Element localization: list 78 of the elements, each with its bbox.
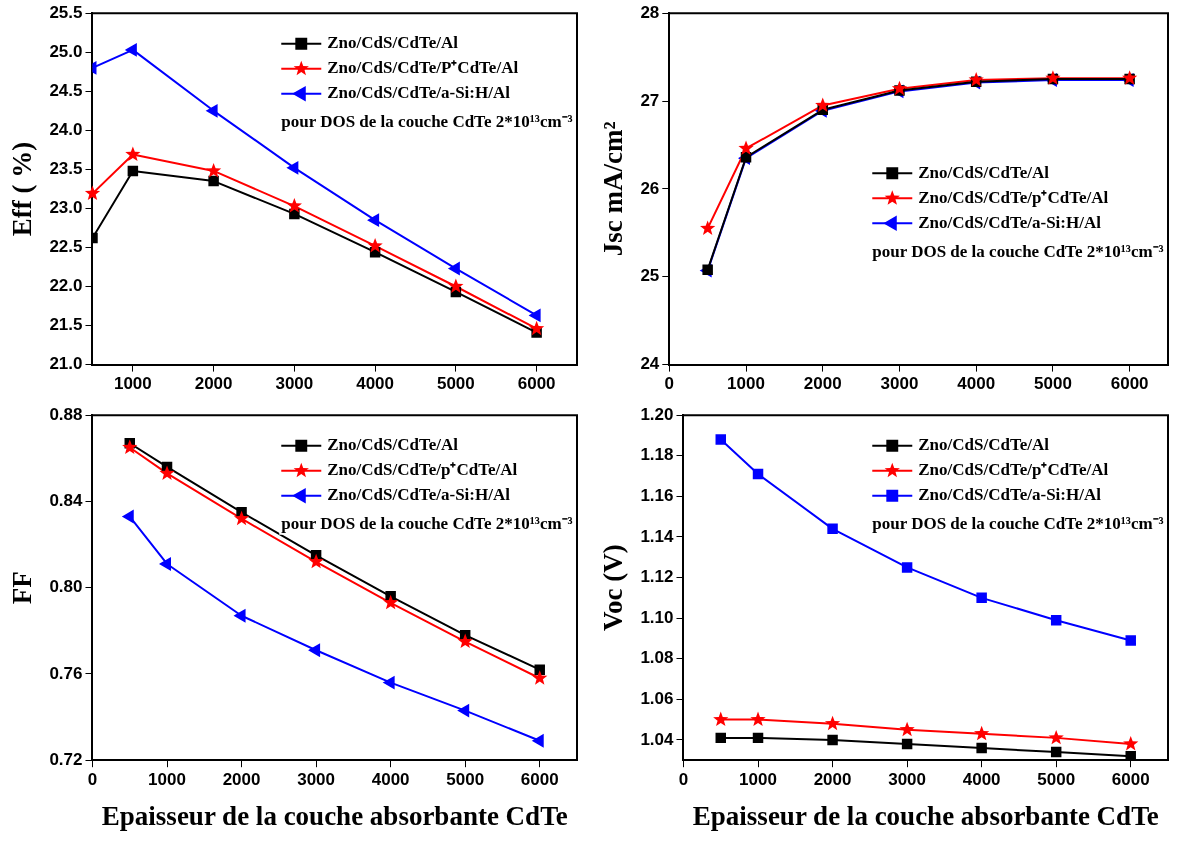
y-tick-label: 23.5 <box>49 159 83 179</box>
x-tick-label: 5000 <box>446 770 485 790</box>
y-tick-label: 26 <box>640 178 660 198</box>
y-tick-label: 25.0 <box>49 41 83 61</box>
annotation: pour DOS de la couche CdTe 2*10¹³cm⁻³ <box>281 112 573 132</box>
y-tick-label: 0.84 <box>49 491 84 511</box>
legend-label: Zno/CdS/CdTe/a-Si:H/Al <box>327 83 511 103</box>
legend-label: Zno/CdS/CdTe/p⁺CdTe/Al <box>918 460 1109 480</box>
legend-label: Zno/CdS/CdTe/p⁺CdTe/Al <box>918 187 1109 207</box>
legend-label: Zno/CdS/CdTe/Al <box>918 162 1050 182</box>
x-tick-label: 4000 <box>371 770 410 790</box>
y-tick-label: 1.12 <box>640 567 674 587</box>
x-tick-label: 5000 <box>1034 374 1072 394</box>
x-tick-label: 5000 <box>436 374 475 394</box>
y-tick-label: 1.08 <box>640 648 674 668</box>
y-tick-label: 24.0 <box>49 120 83 140</box>
x-tick-label: 4000 <box>962 770 1001 790</box>
legend-label: Zno/CdS/CdTe/a-Si:H/Al <box>918 485 1102 505</box>
x-tick-label: 3000 <box>888 770 927 790</box>
x-tick-label: 6000 <box>517 374 556 394</box>
y-axis-title: Jsc mA/cm² <box>598 121 629 257</box>
y-tick-label: 1.18 <box>640 445 674 465</box>
x-tick-label: 1000 <box>113 374 152 394</box>
y-tick-label: 1.16 <box>640 486 674 506</box>
x-tick-label: 0 <box>678 770 689 790</box>
y-tick-label: 0.76 <box>49 663 83 683</box>
y-axis-title: FF <box>7 571 38 605</box>
y-tick-label: 1.04 <box>640 729 675 749</box>
annotation: pour DOS de la couche CdTe 2*10¹³cm⁻³ <box>872 241 1164 261</box>
x-tick-label: 6000 <box>1110 374 1149 394</box>
x-tick-label: 2000 <box>813 770 852 790</box>
y-tick-label: 0.80 <box>49 577 83 597</box>
legend-label: Zno/CdS/CdTe/a-Si:H/Al <box>918 212 1102 232</box>
x-tick-label: 1000 <box>739 770 777 790</box>
x-tick-label: 6000 <box>520 770 559 790</box>
legend-label: Zno/CdS/CdTe/P⁺CdTe/Al <box>327 58 519 78</box>
x-tick-label: 5000 <box>1037 770 1076 790</box>
x-tick-label: 2000 <box>803 374 842 394</box>
y-axis-title: Voc (V) <box>598 544 629 632</box>
y-tick-label: 22.5 <box>49 237 83 257</box>
legend-label: Zno/CdS/CdTe/Al <box>327 33 459 53</box>
x-tick-label: 2000 <box>222 770 261 790</box>
y-tick-label: 21.0 <box>49 354 83 374</box>
x-tick-label: 1000 <box>148 770 186 790</box>
legend-label: Zno/CdS/CdTe/p⁺CdTe/Al <box>327 460 518 480</box>
x-tick-label: 2000 <box>194 374 233 394</box>
legend-label: Zno/CdS/CdTe/a-Si:H/Al <box>327 485 511 505</box>
y-tick-label: 25 <box>640 266 660 286</box>
y-tick-label: 25.5 <box>49 2 83 22</box>
legend-label: Zno/CdS/CdTe/Al <box>918 435 1050 455</box>
x-tick-label: 6000 <box>1111 770 1150 790</box>
y-tick-label: 23.0 <box>49 198 83 218</box>
y-tick-label: 24.5 <box>49 80 83 100</box>
y-tick-label: 1.14 <box>640 526 675 546</box>
legend-label: Zno/CdS/CdTe/Al <box>327 435 459 455</box>
y-tick-label: 24 <box>640 354 660 374</box>
annotation: pour DOS de la couche CdTe 2*10¹³cm⁻³ <box>281 514 573 534</box>
y-tick-label: 27 <box>640 90 660 110</box>
y-tick-label: 28 <box>640 2 660 22</box>
x-tick-label: 4000 <box>957 374 996 394</box>
y-tick-label: 0.88 <box>49 404 83 424</box>
y-axis-title: Eff ( %) <box>7 141 38 237</box>
x-tick-label: 3000 <box>297 770 336 790</box>
y-tick-label: 1.06 <box>640 689 674 709</box>
x-tick-label: 0 <box>664 374 675 394</box>
y-tick-label: 0.72 <box>49 749 83 769</box>
x-tick-label: 4000 <box>356 374 395 394</box>
y-tick-label: 1.20 <box>640 404 674 424</box>
y-tick-label: 21.5 <box>49 315 83 335</box>
annotation: pour DOS de la couche CdTe 2*10¹³cm⁻³ <box>872 514 1164 534</box>
x-tick-label: 0 <box>87 770 98 790</box>
x-axis-title: Epaisseur de la couche absorbante CdTe <box>692 800 1159 831</box>
y-tick-label: 1.10 <box>640 607 674 627</box>
x-tick-label: 3000 <box>275 374 314 394</box>
x-axis-title: Epaisseur de la couche absorbante CdTe <box>101 800 568 831</box>
x-tick-label: 3000 <box>880 374 919 394</box>
y-tick-label: 22.0 <box>49 276 83 296</box>
x-tick-label: 1000 <box>727 374 765 394</box>
